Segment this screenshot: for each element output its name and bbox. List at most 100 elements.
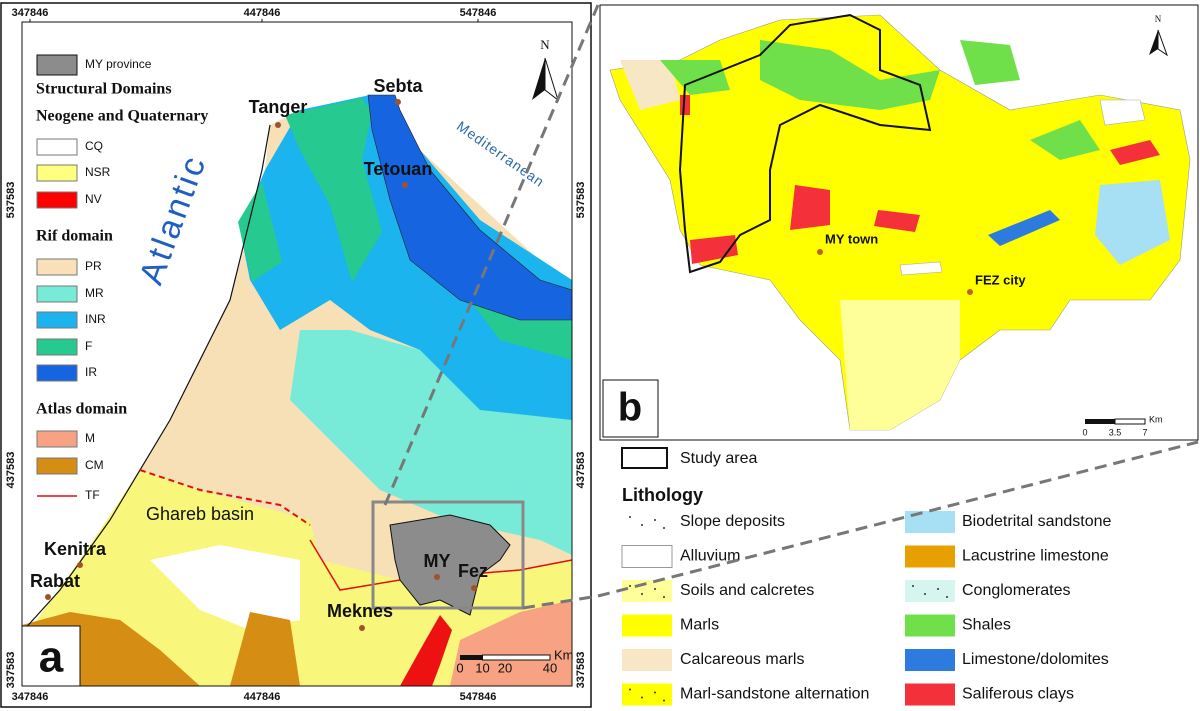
basin-label: Ghareb basin <box>146 504 254 524</box>
legend-label: NV <box>85 192 102 206</box>
scale-unit: Km <box>1149 414 1163 424</box>
legend-swatch <box>622 683 672 706</box>
place-dot <box>402 182 408 188</box>
lith-saliferous <box>874 210 920 232</box>
place-dot <box>359 625 365 631</box>
place-label: FEZ city <box>975 272 1026 287</box>
legend-swatch <box>36 191 78 209</box>
panel-label-box <box>21 625 81 687</box>
swatch-dot <box>629 688 631 691</box>
legend-swatch <box>36 285 78 303</box>
study-area <box>678 13 932 274</box>
legend-label: PR <box>85 259 102 273</box>
region-f <box>285 98 382 282</box>
coord-label: 537583 <box>575 182 587 219</box>
legend-swatch <box>622 511 672 533</box>
coord-label: 547846 <box>460 691 497 703</box>
legend-group-title: Rif domain <box>36 228 113 245</box>
legend-label: Calcareous marls <box>680 651 804 668</box>
lith-shales <box>660 60 730 95</box>
legend-label: Slope deposits <box>680 513 785 530</box>
scale-label: 3.5 <box>1109 427 1122 437</box>
legend-swatch <box>36 258 78 276</box>
legend-swatch <box>621 545 673 568</box>
connector <box>383 4 600 506</box>
north-arrow <box>544 57 559 102</box>
place-dot <box>395 99 401 105</box>
legend-swatch <box>36 338 78 356</box>
place-label: Kenitra <box>44 539 107 559</box>
legend-title: Lithology <box>622 485 703 505</box>
swatch-dot <box>629 516 631 518</box>
legend-swatch <box>905 649 955 671</box>
place-dot <box>77 562 83 568</box>
coordinates: 347846 347846 447846 447846 547846 547846 5375… <box>5 7 587 703</box>
panel-label: a <box>39 633 64 682</box>
place-label: MY town <box>825 231 878 246</box>
region-m <box>450 600 572 686</box>
panel-label: b <box>618 386 642 430</box>
swatch-dot <box>654 691 656 694</box>
coord-label: 537583 <box>5 182 17 219</box>
legend-label: TF <box>85 488 100 502</box>
legend-swatch <box>36 457 78 475</box>
legend-swatch <box>905 580 955 602</box>
scale-label: 40 <box>543 660 557 675</box>
legend-label: Study area <box>680 450 757 467</box>
place-label: Tetouan <box>364 159 433 179</box>
lith-calc-marls <box>620 60 680 110</box>
legend-label: Shales <box>962 617 1011 634</box>
legend-swatch <box>36 430 78 448</box>
legend-swatch <box>36 364 78 382</box>
scale-label: 10 <box>475 660 489 675</box>
legend-swatch <box>905 545 955 568</box>
coord-label: 447846 <box>244 691 281 703</box>
legend-swatch <box>621 447 668 469</box>
panel-b: MY town FEZ city N 0 3.5 7Km b <box>599 4 1199 441</box>
scale-segment <box>460 655 483 660</box>
lith-alluvium <box>1099 99 1146 126</box>
north-label: N <box>540 37 550 52</box>
panel-frame <box>0 2 592 708</box>
north-arrow <box>1149 30 1158 55</box>
region-f <box>238 182 282 282</box>
swatch-dot <box>946 596 948 598</box>
swatch-dot <box>663 596 665 598</box>
region-nv <box>400 615 452 686</box>
lithology-legend: Study area Lithology Slope deposits Alluv… <box>621 447 1112 706</box>
coord-label: 447846 <box>244 7 281 19</box>
legend-swatch <box>905 683 955 706</box>
swatch-dot <box>629 585 631 587</box>
legend-swatch <box>36 54 78 76</box>
legend-title: Structural Domains <box>36 81 172 98</box>
connector <box>522 594 599 610</box>
lith-saliferous <box>790 185 830 230</box>
legend-label: Saliferous clays <box>962 686 1074 703</box>
lith-saliferous <box>680 95 690 115</box>
lith-saliferous <box>1110 140 1160 165</box>
legend-label: Lacustrine limestone <box>962 548 1109 565</box>
lith-shales <box>760 40 940 110</box>
scale-label: 0 <box>1082 427 1087 437</box>
north-arrow <box>532 58 545 100</box>
legend-swatch <box>622 580 672 602</box>
place-label: Meknes <box>327 601 393 621</box>
place-dot <box>817 249 823 255</box>
coord-label: 547846 <box>460 7 497 19</box>
place-dot <box>275 122 281 128</box>
swatch-dot <box>654 588 656 590</box>
legend-label: CM <box>85 458 104 472</box>
legend-group-title: Neogene and Quaternary <box>36 108 208 125</box>
zoom-box <box>371 500 525 610</box>
region-alluvium <box>150 545 300 630</box>
lith-soils <box>840 300 960 430</box>
scale-segment <box>1085 419 1115 424</box>
my-province <box>389 514 511 616</box>
map-frame <box>21 21 573 687</box>
legend-label: NSR <box>85 165 111 179</box>
swatch-dot <box>663 527 665 529</box>
legend-label: CQ <box>85 139 103 153</box>
lith-biodetrital <box>1095 180 1170 265</box>
